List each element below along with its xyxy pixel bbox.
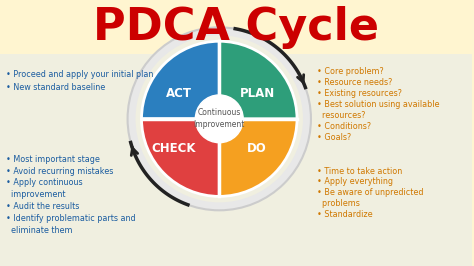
Text: • Most important stage: • Most important stage bbox=[6, 155, 100, 164]
Text: • Core problem?: • Core problem? bbox=[317, 67, 383, 76]
Wedge shape bbox=[142, 119, 219, 196]
Text: PLAN: PLAN bbox=[239, 88, 275, 101]
Text: improvement: improvement bbox=[6, 190, 65, 200]
Bar bbox=[0, 54, 473, 266]
Wedge shape bbox=[219, 41, 297, 119]
Circle shape bbox=[195, 95, 243, 143]
Text: DO: DO bbox=[247, 142, 267, 155]
Text: PDCA Cycle: PDCA Cycle bbox=[93, 6, 379, 49]
Text: Continuous: Continuous bbox=[198, 108, 241, 117]
Text: • Goals?: • Goals? bbox=[317, 133, 351, 142]
Text: • Identify problematic parts and: • Identify problematic parts and bbox=[6, 214, 136, 223]
Text: CHECK: CHECK bbox=[151, 142, 196, 155]
Text: • Time to take action: • Time to take action bbox=[317, 167, 402, 176]
Text: resources?: resources? bbox=[317, 111, 365, 120]
Circle shape bbox=[136, 35, 303, 202]
Text: • Standardize: • Standardize bbox=[317, 210, 373, 219]
Text: • Best solution using available: • Best solution using available bbox=[317, 100, 439, 109]
Text: • Resource needs?: • Resource needs? bbox=[317, 78, 392, 87]
Text: • Apply continuous: • Apply continuous bbox=[6, 178, 82, 188]
Text: • Audit the results: • Audit the results bbox=[6, 202, 79, 211]
Text: • Apply everything: • Apply everything bbox=[317, 177, 393, 186]
Text: • New standard baseline: • New standard baseline bbox=[6, 83, 105, 92]
Text: • Be aware of unpredicted: • Be aware of unpredicted bbox=[317, 188, 423, 197]
Text: • Avoid recurring mistakes: • Avoid recurring mistakes bbox=[6, 167, 113, 176]
Wedge shape bbox=[219, 119, 297, 196]
Text: eliminate them: eliminate them bbox=[6, 226, 73, 235]
Text: problems: problems bbox=[317, 200, 360, 208]
Text: ACT: ACT bbox=[166, 88, 192, 101]
Bar bbox=[0, 2, 473, 54]
Text: • Existing resources?: • Existing resources? bbox=[317, 89, 402, 98]
Text: • Conditions?: • Conditions? bbox=[317, 122, 371, 131]
Text: • Proceed and apply your initial plan: • Proceed and apply your initial plan bbox=[6, 70, 154, 79]
Circle shape bbox=[128, 27, 311, 210]
Wedge shape bbox=[142, 41, 219, 119]
Text: Improvement: Improvement bbox=[193, 120, 245, 129]
